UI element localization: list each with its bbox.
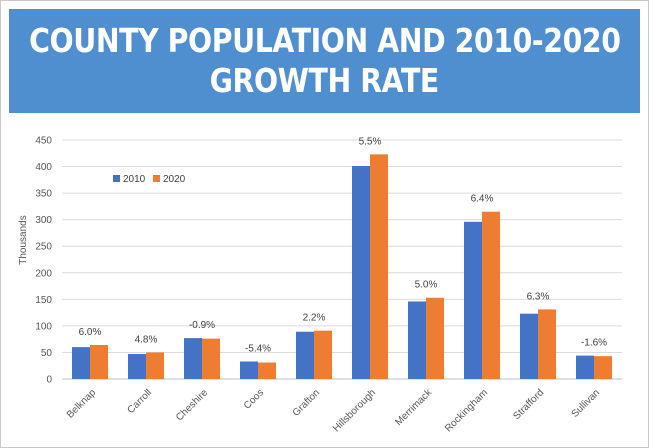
y-axis-ticks: 0 50 100 150 200 250 300 350 400 450 bbox=[35, 136, 52, 386]
growth-label-coos: -5.4% bbox=[245, 343, 271, 354]
bar-2020-belknap bbox=[90, 345, 108, 379]
growth-label-belknap: 6.0% bbox=[79, 327, 102, 338]
legend-label-2020: 2020 bbox=[163, 174, 186, 185]
bar-2010-belknap bbox=[72, 347, 90, 379]
bar-2020-grafton bbox=[314, 330, 332, 379]
x-tick-label: Coos bbox=[242, 387, 266, 411]
growth-label-grafton: 2.2% bbox=[303, 313, 326, 324]
y-tick-label: 300 bbox=[35, 215, 52, 226]
bar-2020-carroll bbox=[146, 352, 164, 379]
bar-2020-merrimack bbox=[426, 297, 444, 379]
chart-title-line-2: GROWTH RATE bbox=[209, 61, 440, 100]
title-banner: COUNTY POPULATION AND 2010-2020 GROWTH R… bbox=[9, 9, 640, 113]
chart-title-line-1: COUNTY POPULATION AND 2010-2020 bbox=[28, 21, 621, 60]
growth-label-rockingham: 6.4% bbox=[471, 194, 494, 205]
legend-swatch-2010 bbox=[113, 175, 120, 182]
x-tick-label: Cheshire bbox=[174, 387, 210, 423]
bar-2010-cheshire bbox=[184, 338, 202, 379]
growth-rate-labels: 6.0% 4.8% -0.9% -5.4% 2.2% 5.5% 5.0% 6.4% 6.3% -1… bbox=[79, 136, 608, 354]
bar-2010-hillsborough bbox=[352, 166, 370, 379]
y-tick-label: 400 bbox=[35, 162, 52, 173]
bar-2020-hillsborough bbox=[370, 154, 388, 379]
bar-2020-sullivan bbox=[594, 356, 612, 379]
y-tick-label: 50 bbox=[41, 348, 53, 359]
x-tick-label: Grafton bbox=[291, 387, 322, 418]
bar-2010-sullivan bbox=[576, 355, 594, 379]
x-tick-label: Strafford bbox=[511, 387, 546, 422]
bar-2010-carroll bbox=[128, 354, 146, 379]
bar-2020-rockingham bbox=[482, 211, 500, 379]
growth-label-merrimack: 5.0% bbox=[415, 280, 438, 291]
bars bbox=[72, 154, 612, 379]
x-tick-label: Merrimack bbox=[393, 387, 434, 428]
y-axis-label: Thousands bbox=[18, 215, 29, 264]
growth-label-hillsborough: 5.5% bbox=[359, 136, 382, 147]
legend-swatch-2020 bbox=[153, 175, 160, 182]
legend-label-2010: 2010 bbox=[123, 174, 146, 185]
x-tick-label: Rockingham bbox=[443, 387, 490, 434]
x-axis-ticks: Belknap Carroll Cheshire Coos Grafton Hillsbo… bbox=[65, 387, 602, 435]
bar-2010-coos bbox=[240, 361, 258, 379]
y-tick-label: 150 bbox=[35, 295, 52, 306]
y-tick-label: 200 bbox=[35, 268, 52, 279]
growth-label-sullivan: -1.6% bbox=[581, 338, 607, 349]
x-tick-label: Hillsborough bbox=[331, 387, 378, 434]
growth-label-strafford: 6.3% bbox=[527, 291, 550, 302]
x-tick-label: Belknap bbox=[65, 387, 99, 421]
x-tick-label: Carroll bbox=[126, 387, 155, 416]
y-tick-label: 450 bbox=[35, 136, 52, 147]
y-tick-label: 100 bbox=[35, 321, 52, 332]
x-tick-label: Sullivan bbox=[570, 387, 603, 420]
bar-2020-strafford bbox=[538, 309, 556, 379]
bar-2010-rockingham bbox=[464, 221, 482, 379]
growth-label-cheshire: -0.9% bbox=[189, 320, 215, 331]
y-tick-label: 0 bbox=[46, 375, 52, 386]
bar-2010-grafton bbox=[296, 331, 314, 379]
legend: 2010 2020 bbox=[113, 174, 186, 185]
y-tick-label: 250 bbox=[35, 242, 52, 253]
y-tick-label: 350 bbox=[35, 189, 52, 200]
bar-2020-coos bbox=[258, 362, 276, 379]
bar-2010-merrimack bbox=[408, 301, 426, 379]
bar-2020-cheshire bbox=[202, 338, 220, 379]
bar-2010-strafford bbox=[520, 313, 538, 379]
growth-label-carroll: 4.8% bbox=[135, 334, 158, 345]
